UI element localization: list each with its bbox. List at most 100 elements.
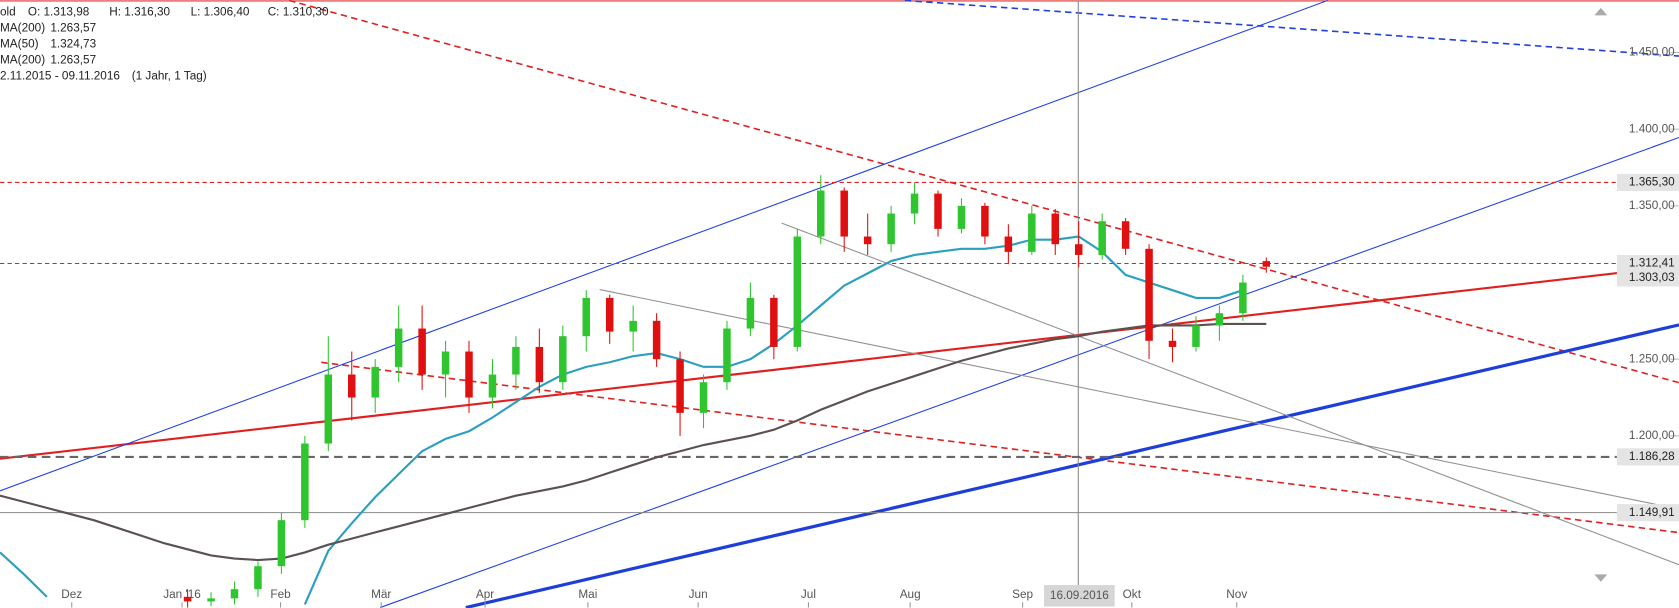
ohlc: H: 1.316,30: [109, 5, 170, 18]
x-tick-label: Apr: [476, 588, 494, 601]
candle-body: [723, 328, 731, 383]
legend-name: MA(200): [0, 54, 45, 67]
candle-body: [770, 297, 778, 347]
trendline: [781, 222, 1679, 566]
candle-body: [957, 205, 966, 229]
candle-body: [394, 328, 403, 367]
candle-body: [324, 374, 333, 444]
level-label: 1.303,03: [1629, 271, 1675, 284]
x-tick-label: Aug: [900, 588, 921, 601]
candle-body: [559, 336, 567, 383]
candle-body: [1051, 213, 1060, 245]
candle-body: [582, 297, 591, 337]
candle-body: [535, 346, 544, 383]
candle-body: [1098, 221, 1106, 255]
trendline: [599, 289, 1679, 510]
candle-body: [1215, 313, 1224, 326]
candle-body: [1028, 213, 1036, 252]
candle-body: [1074, 244, 1083, 255]
candle-body: [887, 213, 895, 245]
level-box: [1616, 448, 1679, 466]
y-tick-label: 1.400,00: [1629, 122, 1675, 135]
candle-body: [512, 346, 520, 375]
candle-body: [1121, 221, 1130, 249]
legend-name: MA(50): [0, 37, 39, 50]
crosshair-label: 16.09.2016: [1050, 589, 1109, 602]
candle-body: [488, 374, 497, 398]
trendline: [321, 361, 1679, 534]
candle-body: [465, 351, 473, 398]
candle-body: [817, 190, 825, 237]
axes: 16.09.2016 1.450,00 1.400,00 1.350,00 1.250…: [61, 7, 1679, 608]
trendline: [379, 136, 1679, 608]
y-tick-label: 1.350,00: [1629, 199, 1675, 212]
level-label: 1.312,41: [1629, 257, 1675, 270]
candle-body: [301, 443, 309, 521]
candle-body: [230, 589, 239, 599]
candle-body: [1145, 248, 1153, 341]
candle-body: [207, 598, 215, 602]
level-box: [1616, 173, 1679, 191]
level-label: 1.186,28: [1629, 450, 1675, 463]
candle-body: [1004, 236, 1013, 252]
candle-body: [746, 297, 755, 329]
legend-value: 1.263,57: [50, 54, 96, 67]
level-box: [1616, 269, 1679, 287]
y-tick-label: 1.450,00: [1629, 46, 1675, 59]
trendline: [465, 323, 1679, 608]
candle-body: [793, 236, 802, 347]
ohlc: C: 1.310,30: [268, 5, 329, 18]
candle-body: [183, 596, 192, 602]
trendline: [904, 0, 1679, 57]
instrument: old: [0, 5, 16, 18]
period: 2.11.2015 - 09.11.2016: [0, 70, 120, 83]
candle-body: [418, 328, 426, 375]
candle-body: [348, 374, 356, 398]
y-tick-label: 1.200,00: [1629, 429, 1675, 442]
legend-value: 1.324,73: [50, 37, 96, 50]
candle-body: [699, 382, 708, 413]
ohlc: O: 1.313,98: [28, 5, 90, 18]
y-tick-label: 1.250,00: [1629, 352, 1675, 365]
x-tick-label: Feb: [270, 588, 291, 601]
ohlc: L: 1.306,40: [191, 5, 250, 18]
candle-body: [676, 359, 684, 413]
interval: (1 Jahr, 1 Tag): [132, 70, 207, 83]
candle-body: [629, 320, 637, 332]
header: old O: 1.313,98 H: 1.316,30 L: 1.306,40 …: [0, 5, 329, 82]
trendline: [0, 0, 1328, 492]
candle-body: [934, 193, 942, 229]
candle-body: [652, 320, 661, 360]
candle-body: [371, 366, 379, 398]
level-box: [1616, 504, 1679, 522]
crosshair-box: [1044, 585, 1115, 607]
candle-body: [1192, 325, 1200, 347]
candle-body: [863, 236, 872, 245]
candle-body: [1168, 340, 1177, 347]
level-label: 1.365,30: [1629, 176, 1675, 189]
scroll-down[interactable]: [1594, 574, 1608, 582]
x-tick-label: Okt: [1123, 588, 1142, 601]
x-tick-label: Mai: [578, 588, 597, 601]
x-tick-label: Jul: [801, 588, 816, 601]
candles: [183, 175, 1271, 608]
x-tick-label: Sep: [1012, 588, 1033, 601]
trendline: [288, 0, 1679, 384]
x-tick-label: Mär: [371, 588, 391, 601]
legend-name: MA(200): [0, 21, 45, 34]
scroll-up[interactable]: [1594, 7, 1608, 16]
candle-body: [910, 193, 919, 214]
ma-line: [0, 322, 1267, 562]
legend: MA(200) 1.263,57 MA(50) 1.324,73 MA(200) 1.26…: [0, 21, 97, 66]
legend-value: 1.263,57: [50, 21, 96, 34]
x-tick-label: Jun: [689, 588, 708, 601]
candle-body: [981, 205, 989, 237]
x-tick-label: Dez: [61, 588, 82, 601]
level-label: 1.149,91: [1629, 506, 1675, 519]
x-tick-label: Jan '16: [163, 588, 201, 601]
candle-body: [441, 351, 450, 375]
x-tick-label: Nov: [1226, 588, 1247, 601]
candle-body: [277, 520, 286, 567]
